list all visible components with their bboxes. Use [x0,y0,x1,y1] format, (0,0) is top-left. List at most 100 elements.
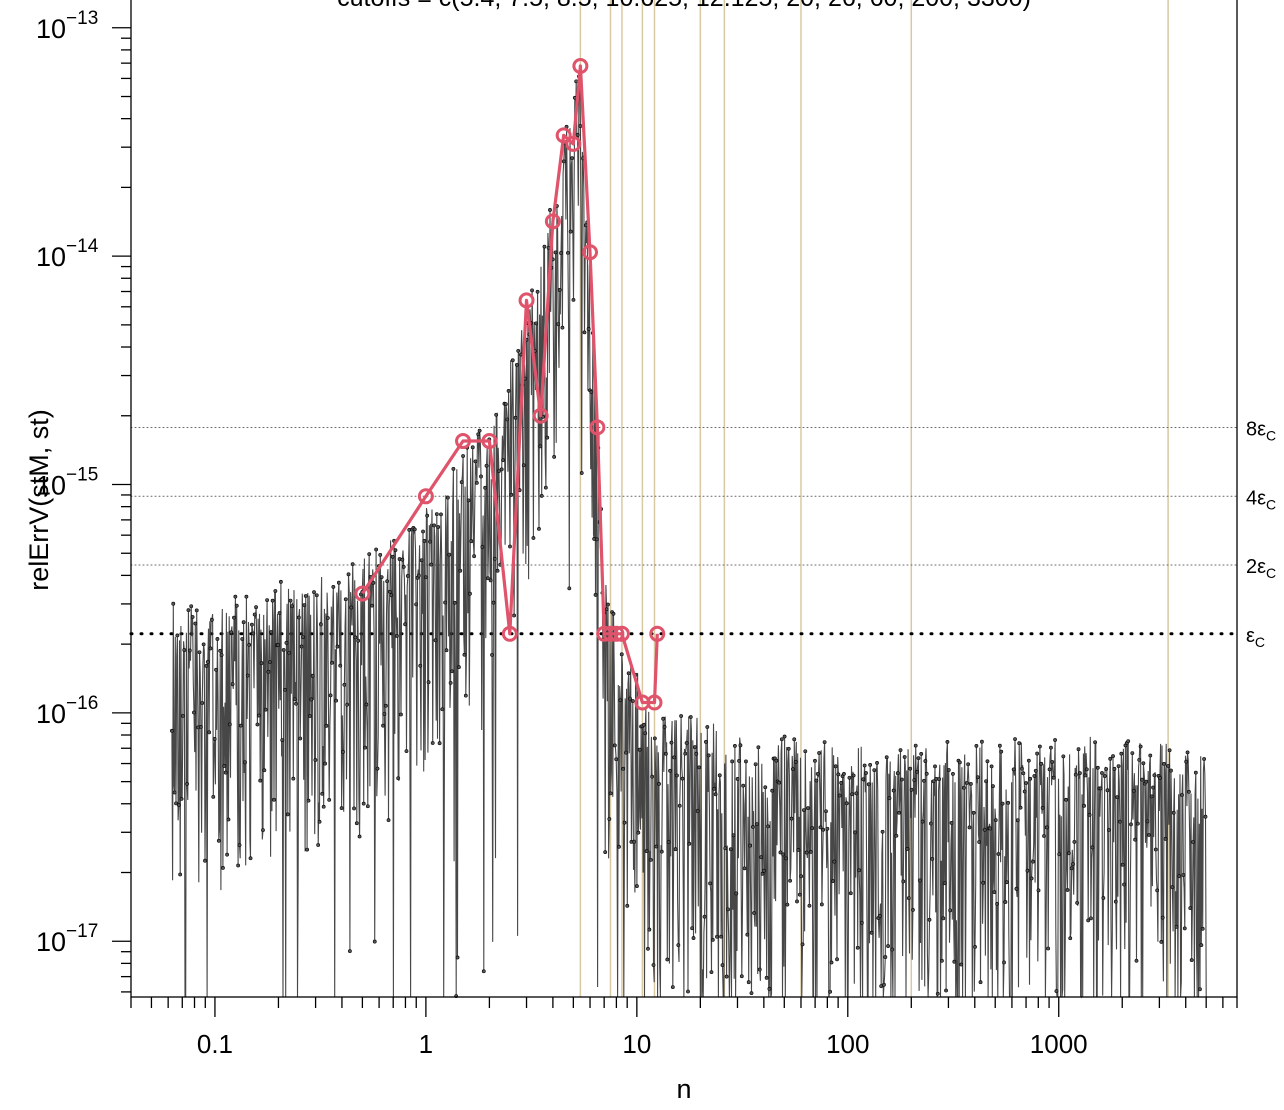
dense-point [291,776,296,781]
dense-point [877,914,882,918]
dense-point [1072,839,1077,844]
dense-point [872,768,877,773]
dense-point [790,767,795,772]
dense-point [894,833,899,838]
dense-point [760,871,765,876]
dense-point [1051,775,1056,780]
dense-point [796,848,801,852]
dense-point [1120,862,1125,867]
dense-point [679,714,683,718]
dense-point [646,946,650,951]
dense-point [338,663,343,668]
dense-point [292,697,297,702]
dense-point [513,415,518,420]
highlight-point [572,58,589,75]
dense-point [201,642,206,647]
dense-point [473,459,478,464]
dense-point [1119,751,1124,756]
dense-point [935,991,940,996]
dense-point [346,572,351,577]
dense-point [485,576,490,581]
dense-point [474,480,479,485]
dense-point [492,556,497,561]
dense-point [1166,764,1171,768]
dense-point [509,492,514,497]
dense-point [226,817,231,822]
dense-point [349,605,354,610]
dense-point [512,613,517,618]
dense-point [800,942,805,947]
highlight-point [555,127,572,144]
dense-point [203,858,207,863]
dense-point [1035,751,1040,756]
dense-point [548,208,552,212]
dense-point [862,763,867,768]
dense-point [1050,760,1055,764]
y-tick-label: 10−13 [36,8,98,44]
dense-point [933,764,937,769]
highlight-point [417,488,434,505]
dense-point [708,881,712,886]
dense-point [1104,767,1109,771]
dense-point [744,759,748,764]
dense-point [623,750,628,755]
dense-point [1189,958,1194,963]
dense-point [975,775,980,780]
dense-point [619,652,624,657]
dense-point [494,412,499,417]
dense-point [614,757,619,762]
dense-point [730,759,735,764]
dense-point [835,957,839,962]
dense-point [724,974,729,979]
dense-point [370,603,374,608]
dense-point [363,745,367,750]
highlight-point [544,213,561,230]
dense-point [1039,761,1044,766]
dense-point [276,643,281,647]
dense-point [880,829,885,834]
dense-point [1082,803,1086,808]
dense-point [675,773,679,778]
dense-point [883,955,888,959]
dense-point [1144,779,1149,784]
dense-point [999,749,1004,754]
dense-point [472,554,476,559]
dense-point [788,878,793,883]
dense-point [448,680,453,685]
dense-point [1158,776,1162,780]
dense-point [310,673,315,678]
highlight-point [646,694,663,711]
dense-point [251,631,256,636]
dense-point [221,866,225,870]
dense-point [1031,859,1035,864]
dense-point [686,989,690,994]
dense-point [1071,862,1075,867]
dense-point [643,731,648,736]
dense-point [255,722,260,727]
dense-point [312,590,316,595]
dense-point [1181,873,1186,877]
dense-point [219,653,224,657]
dense-point [247,642,252,647]
dense-point [1122,882,1126,887]
dense-point [669,740,674,745]
dense-point [328,693,333,698]
dense-point [755,822,759,827]
dense-point [204,664,209,668]
dense-point [810,826,815,831]
dense-point [868,763,873,767]
dense-point [309,697,314,702]
dense-point [1037,744,1042,749]
dense-point [766,824,770,829]
dense-point [806,806,810,811]
dense-point [538,444,543,449]
dense-point [752,911,757,915]
dense-point [179,796,184,801]
dense-point [648,857,653,862]
dense-point [557,288,562,292]
dense-point [745,932,750,937]
dense-point [802,808,806,813]
dense-point [974,743,979,748]
dense-point [1131,788,1136,793]
dense-point [853,830,857,835]
